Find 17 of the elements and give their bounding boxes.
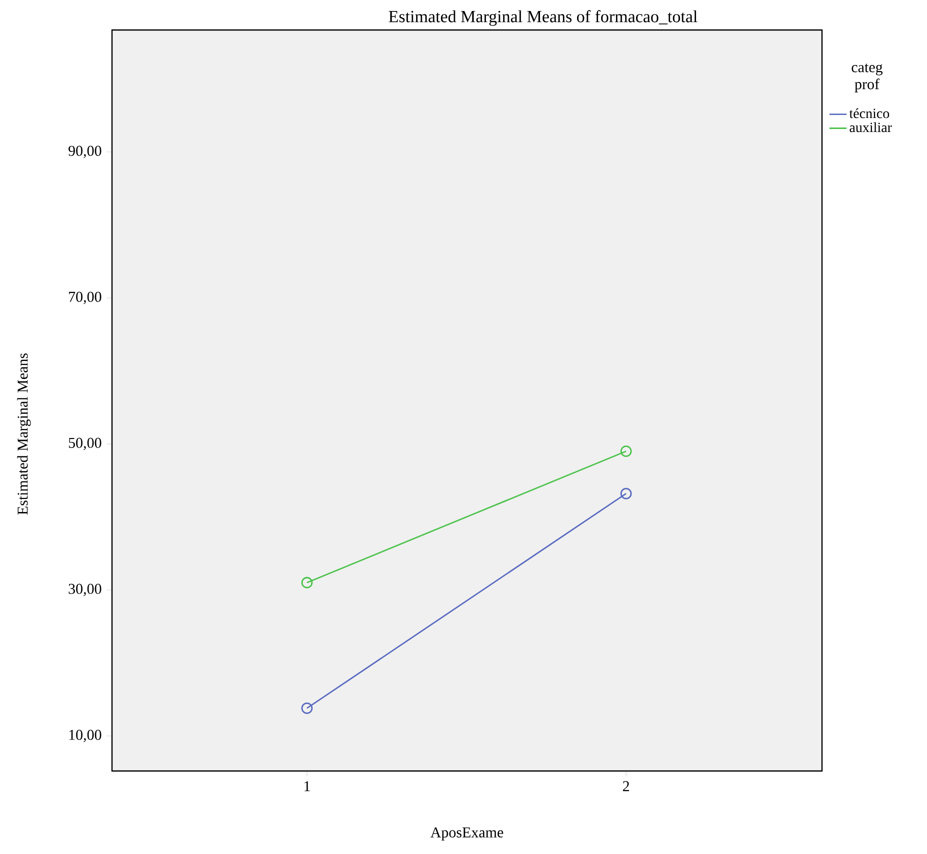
legend-label: auxiliar <box>850 122 892 132</box>
y-tick-label: 50,00 <box>68 438 102 450</box>
point <box>620 446 632 457</box>
y-tick-label: 10,00 <box>69 730 102 742</box>
point <box>620 488 632 500</box>
point <box>301 702 313 714</box>
y-axis-title: Estimated Marginal Means <box>17 353 31 515</box>
chart-title: Estimated Marginal Means of formacao_total <box>388 10 698 26</box>
legend-title: categ prof <box>852 64 883 92</box>
y-tick-label: 90,00 <box>68 146 102 158</box>
y-tick-label: 30,00 <box>68 584 102 596</box>
x-tick-label: 2 <box>622 781 629 792</box>
x-tick-label: 1 <box>304 781 310 792</box>
point <box>301 576 313 588</box>
x-axis-title: AposExame <box>430 827 504 841</box>
y-tick-label: 70,00 <box>69 292 102 304</box>
legend-label: técnico <box>849 108 890 118</box>
